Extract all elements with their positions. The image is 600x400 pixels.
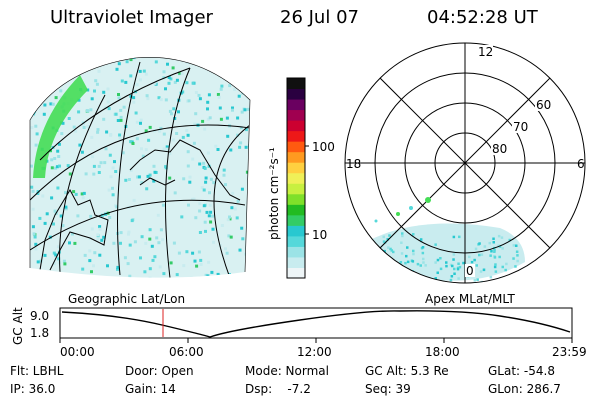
strip-ytick-1-8: 1.8 — [30, 326, 49, 340]
orbit-strip: GC Alt 9.0 1.8 — [11, 307, 573, 345]
colorbar-cell — [287, 151, 305, 163]
colorbar-cell — [287, 193, 305, 205]
xtick-1200: 12:00 — [297, 345, 332, 359]
xtick-0000: 00:00 — [60, 345, 95, 359]
instrument-title: Ultraviolet Imager — [50, 7, 213, 28]
limb-glow — [33, 75, 88, 178]
info-flt: Flt: LBHL — [10, 364, 64, 378]
colorbar-cell — [287, 267, 305, 279]
mlt-label-18: 18 — [346, 157, 361, 171]
aurora-spot — [374, 219, 378, 223]
colorbar-cell — [287, 235, 305, 247]
colorbar-cell — [287, 78, 305, 90]
mlt-label-6: 6 — [577, 157, 585, 171]
mlat-label-60: 60 — [536, 98, 551, 112]
info-door: Door: Open — [125, 364, 194, 378]
xtick-1800: 18:00 — [425, 345, 460, 359]
strip-ytick-9: 9.0 — [30, 309, 49, 323]
apex-label: Apex MLat/MLT — [425, 292, 515, 306]
info-seq: Seq: 39 — [365, 382, 411, 396]
colorbar-cell — [287, 246, 305, 258]
meridian-diag-2 — [379, 77, 551, 249]
mlt-label-12: 12 — [478, 45, 493, 59]
colorbar-cell — [287, 88, 305, 100]
colorbar-cell — [287, 204, 305, 216]
info-glat: GLat: -54.8 — [488, 364, 555, 378]
info-mode: Mode: Normal — [245, 364, 329, 378]
lat-lon-grid — [30, 61, 250, 278]
info-glon: GLon: 286.7 — [488, 382, 561, 396]
date-label: 26 Jul 07 — [280, 7, 359, 28]
colorbar-cell — [287, 214, 305, 226]
strip-axis-title: GC Alt — [11, 307, 25, 345]
geographic-label: Geographic Lat/Lon — [68, 292, 186, 306]
colorbar-label-100: 100 — [312, 140, 335, 154]
colorbar-cell — [287, 141, 305, 153]
colorbar-cell — [287, 183, 305, 195]
mlt-label-0: 0 — [466, 264, 474, 278]
strip-frame — [59, 307, 573, 339]
colorbar: 100 10 photon cm⁻²s⁻¹ — [267, 77, 335, 279]
mlat-label-80: 80 — [492, 142, 507, 156]
colorbar-unit: photon cm⁻²s⁻¹ — [267, 147, 281, 240]
polar-plot: 12 0 18 6 60 70 80 — [344, 42, 586, 284]
colorbar-cell — [287, 109, 305, 121]
xtick-0600: 06:00 — [169, 345, 204, 359]
colorbar-frame — [286, 77, 306, 279]
colorbar-cell — [287, 120, 305, 132]
coastline — [39, 139, 241, 271]
colorbar-cell — [287, 225, 305, 237]
colorbar-cell — [287, 130, 305, 142]
info-gcalt: GC Alt: 5.3 Re — [365, 364, 449, 378]
info-dsp: Dsp: -7.2 — [245, 382, 311, 396]
aurora-spot — [425, 197, 431, 203]
colorbar-cell — [287, 162, 305, 174]
xtick-2359: 23:59 — [552, 345, 587, 359]
info-gain: Gain: 14 — [125, 382, 176, 396]
aurora-spot — [409, 206, 413, 210]
info-ip: IP: 36.0 — [10, 382, 56, 396]
colorbar-cell — [287, 99, 305, 111]
geographic-image — [29, 57, 251, 278]
polar-aurora — [370, 223, 525, 281]
colorbar-label-10: 10 — [312, 228, 327, 242]
altitude-curve — [61, 310, 571, 338]
image-border — [29, 57, 251, 273]
colorbar-cell — [287, 256, 305, 268]
colorbar-cell — [287, 172, 305, 184]
mlat-label-70: 70 — [513, 120, 528, 134]
time-label: 04:52:28 UT — [427, 7, 538, 28]
aurora-spot — [396, 212, 400, 216]
